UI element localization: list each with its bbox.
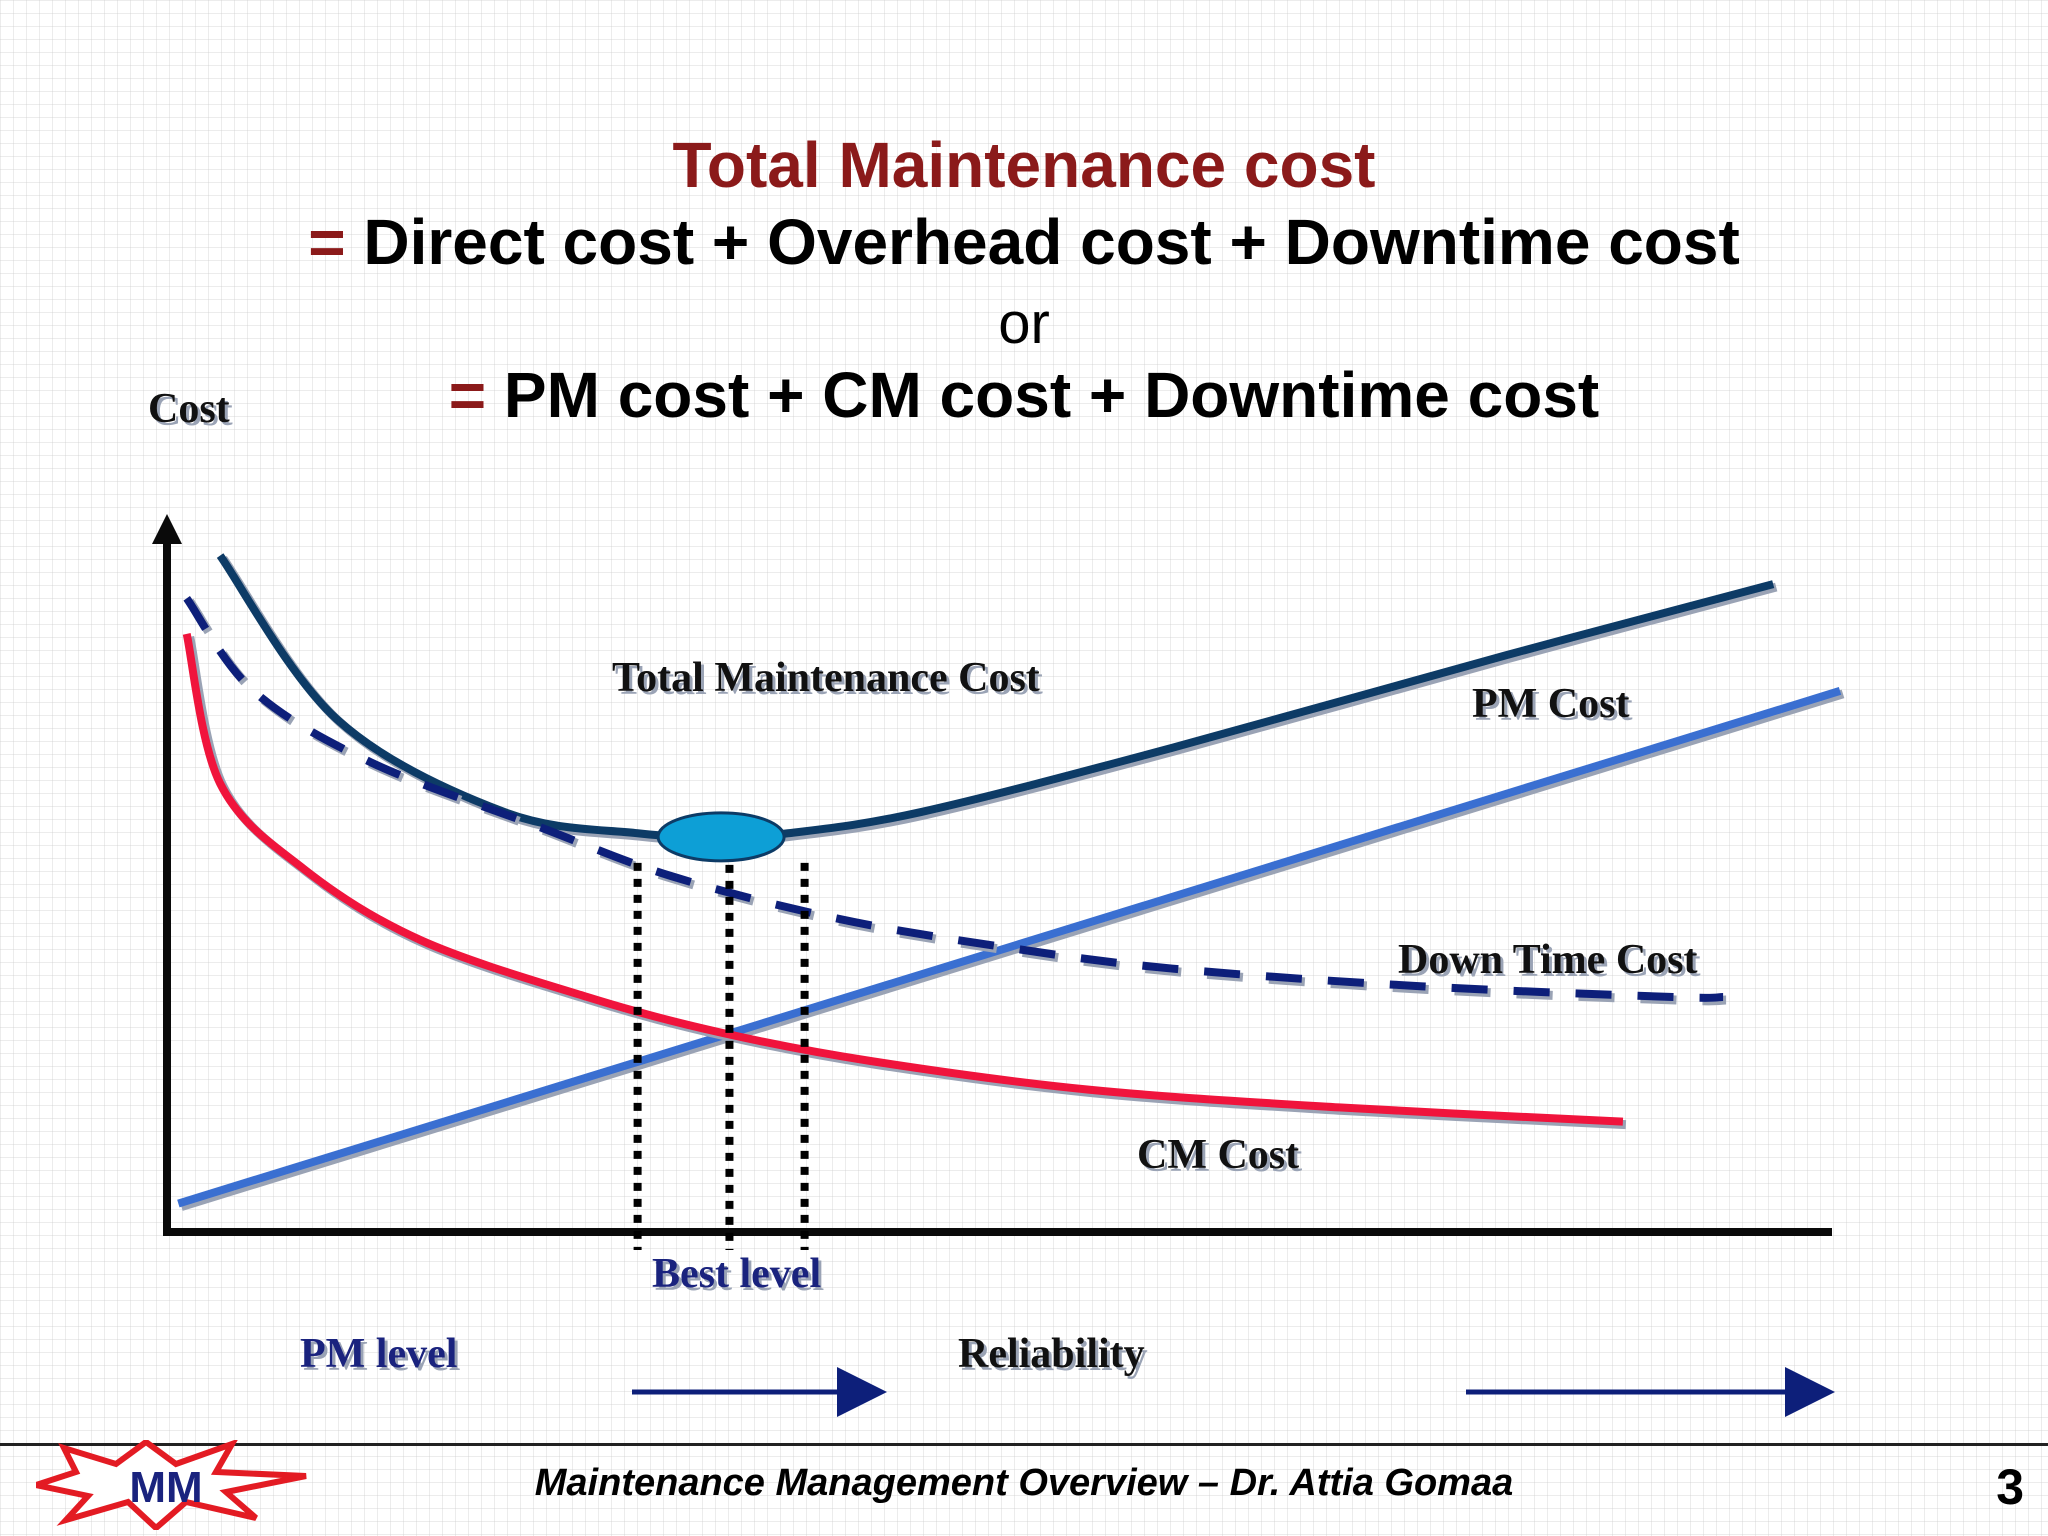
optimum-point-marker bbox=[656, 811, 786, 863]
title-line-4: = PM cost + CM cost + Downtime cost bbox=[0, 358, 2048, 432]
formula-pm-cm: PM cost + CM cost + Downtime cost bbox=[486, 359, 1600, 431]
y-axis-label: Cost bbox=[148, 386, 230, 432]
footer-text: Maintenance Management Overview – Dr. At… bbox=[534, 1462, 1514, 1504]
total-cost-label: Total Maintenance Cost bbox=[612, 655, 1040, 701]
y-axis-arrow-icon bbox=[152, 514, 182, 544]
x-axis-label: PM level bbox=[300, 1331, 458, 1377]
downtime-cost-label: Down Time Cost bbox=[1398, 937, 1698, 983]
cm-cost-line bbox=[182, 633, 1624, 1126]
mm-logo-icon: MM bbox=[36, 1440, 307, 1530]
cm-cost-label: CM Cost bbox=[1137, 1132, 1300, 1178]
formula-direct: Direct cost + Overhead cost + Downtime c… bbox=[345, 206, 1740, 278]
footer-divider bbox=[0, 1443, 2048, 1446]
pm-cost-label: PM Cost bbox=[1472, 681, 1630, 727]
total-maintenance-cost-line bbox=[216, 553, 1775, 841]
title-line-2: = Direct cost + Overhead cost + Downtime… bbox=[0, 205, 2048, 279]
equals-sign: = bbox=[308, 206, 346, 278]
down-time-cost-line bbox=[183, 595, 1724, 1002]
cm-cost-shadow bbox=[185, 635, 1627, 1130]
logo-text: MM bbox=[129, 1463, 202, 1512]
best-level-label: Best level bbox=[652, 1251, 822, 1297]
title-or: or bbox=[998, 291, 1050, 356]
reliability-label: Reliability bbox=[958, 1331, 1145, 1377]
title-line-1: Total Maintenance cost bbox=[672, 129, 1376, 201]
page-number: 3 bbox=[1996, 1459, 2024, 1515]
equals-sign: = bbox=[448, 359, 487, 431]
pm-cost-line bbox=[177, 687, 1842, 1208]
